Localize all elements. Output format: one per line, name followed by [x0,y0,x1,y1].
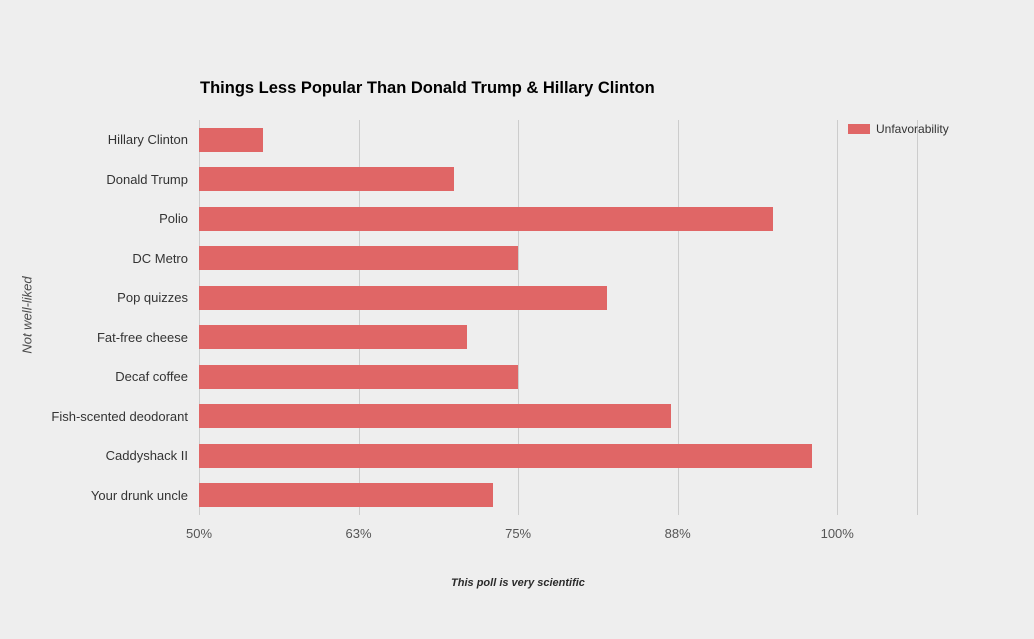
bar-your-drunk-uncle [199,483,493,508]
category-label: Your drunk uncle [90,487,188,503]
gridline [358,120,360,515]
gridline [917,120,918,515]
x-tick-label: 100% [820,526,854,541]
gridline [677,120,679,515]
category-label: Decaf coffee [115,369,188,384]
bar-hillary-clinton [199,127,263,152]
category-label: Polio [159,211,188,226]
category-label: DC Metro [132,250,188,266]
chart-title: Things Less Popular Than Donald Trump & … [200,79,655,97]
category-label: Fish-scented deodorant [51,408,188,424]
bar-decaf-coffee [199,364,519,389]
bar-caddyshack-ii [199,443,812,468]
x-tick-label: 75% [505,526,532,541]
x-tick-label: 63% [345,526,372,541]
bar-polio [199,206,774,231]
legend-label: Unfavorability [876,122,949,136]
bar-fish-scented-deodorant [199,404,672,429]
legend: Unfavorability [848,122,949,136]
chart-caption: This poll is very scientific [451,577,585,589]
plot-area: 50% 63% 75% 88% 100% Hillary Clinton Donald Tr… [51,120,918,541]
gridline [837,120,839,515]
category-label: Donald Trump [106,171,188,187]
category-label: Hillary Clinton [107,132,188,147]
category-label: Pop quizzes [117,290,188,305]
category-label: Caddyshack II [105,448,188,463]
bar-donald-trump [199,167,455,192]
bar-dc-metro [199,246,519,271]
bar-pop-quizzes [199,285,608,310]
bar-fat-free-cheese [199,325,468,350]
category-label: Fat-free cheese [96,329,188,345]
x-tick-label: 50% [185,526,213,541]
gridline [518,120,520,515]
legend-swatch [848,124,870,134]
x-tick-label: 88% [664,526,691,541]
gridline [199,120,200,515]
